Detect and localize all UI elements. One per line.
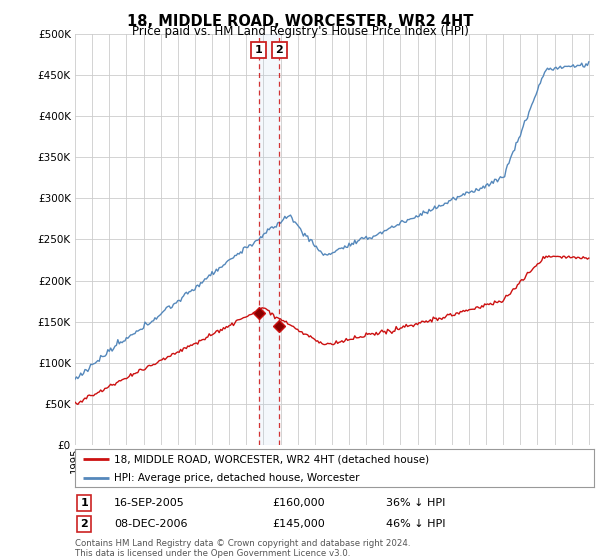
Text: Contains HM Land Registry data © Crown copyright and database right 2024.
This d: Contains HM Land Registry data © Crown c… [75,539,410,558]
Text: 46% ↓ HPI: 46% ↓ HPI [386,519,446,529]
Text: £145,000: £145,000 [272,519,325,529]
Text: 18, MIDDLE ROAD, WORCESTER, WR2 4HT: 18, MIDDLE ROAD, WORCESTER, WR2 4HT [127,14,473,29]
Text: 1: 1 [80,498,88,508]
Text: 18, MIDDLE ROAD, WORCESTER, WR2 4HT (detached house): 18, MIDDLE ROAD, WORCESTER, WR2 4HT (det… [114,454,429,464]
Text: £160,000: £160,000 [272,498,325,508]
Text: 36% ↓ HPI: 36% ↓ HPI [386,498,446,508]
Text: Price paid vs. HM Land Registry's House Price Index (HPI): Price paid vs. HM Land Registry's House … [131,25,469,38]
Bar [259,34,280,445]
Text: 2: 2 [80,519,88,529]
Text: 08-DEC-2006: 08-DEC-2006 [114,519,187,529]
Text: 2: 2 [275,45,283,55]
Text: 16-SEP-2005: 16-SEP-2005 [114,498,185,508]
Text: 1: 1 [255,45,262,55]
Text: HPI: Average price, detached house, Worcester: HPI: Average price, detached house, Worc… [114,473,359,483]
